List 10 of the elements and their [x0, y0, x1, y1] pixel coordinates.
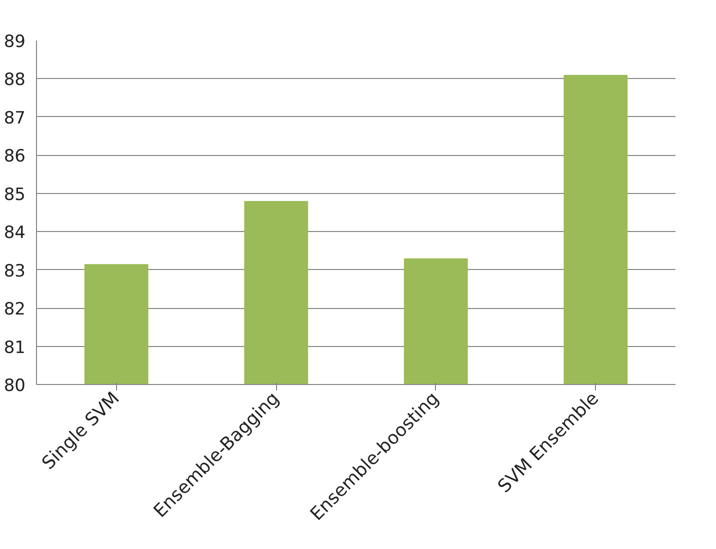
- y-tick-label: 84: [4, 223, 26, 244]
- y-tick-label: 89: [4, 32, 26, 52]
- y-tick-label: 85: [4, 184, 26, 205]
- y-tick-label: 80: [4, 376, 26, 396]
- y-tick-label: 87: [4, 108, 26, 128]
- y-tick-label: 83: [4, 261, 26, 282]
- y-tick-label: 88: [4, 70, 26, 90]
- y-tick-label: 81: [4, 338, 26, 358]
- y-tick-label: 86: [4, 146, 26, 167]
- y-tick-label: 82: [4, 300, 26, 320]
